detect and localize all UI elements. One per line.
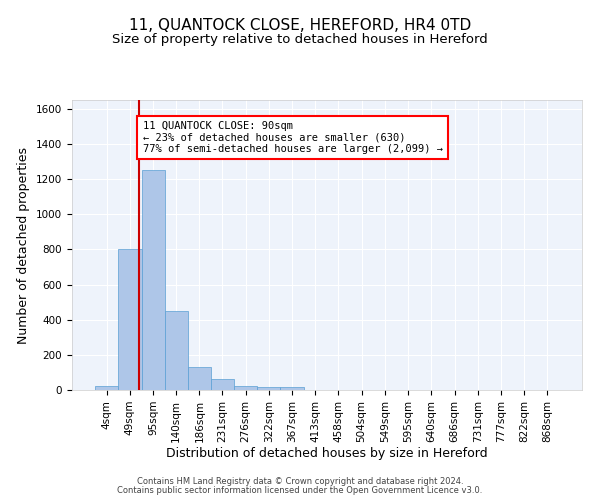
Bar bbox=[257, 388, 280, 390]
Bar bbox=[211, 378, 234, 390]
Bar bbox=[234, 386, 257, 390]
Bar bbox=[280, 388, 304, 390]
Y-axis label: Number of detached properties: Number of detached properties bbox=[17, 146, 31, 344]
Text: Size of property relative to detached houses in Hereford: Size of property relative to detached ho… bbox=[112, 32, 488, 46]
Text: Contains public sector information licensed under the Open Government Licence v3: Contains public sector information licen… bbox=[118, 486, 482, 495]
Text: 11 QUANTOCK CLOSE: 90sqm
← 23% of detached houses are smaller (630)
77% of semi-: 11 QUANTOCK CLOSE: 90sqm ← 23% of detach… bbox=[143, 121, 443, 154]
X-axis label: Distribution of detached houses by size in Hereford: Distribution of detached houses by size … bbox=[166, 448, 488, 460]
Text: 11, QUANTOCK CLOSE, HEREFORD, HR4 0TD: 11, QUANTOCK CLOSE, HEREFORD, HR4 0TD bbox=[129, 18, 471, 32]
Bar bbox=[95, 386, 118, 390]
Bar bbox=[118, 250, 142, 390]
Text: Contains HM Land Registry data © Crown copyright and database right 2024.: Contains HM Land Registry data © Crown c… bbox=[137, 477, 463, 486]
Bar bbox=[164, 311, 188, 390]
Bar bbox=[188, 367, 211, 390]
Bar bbox=[142, 170, 164, 390]
